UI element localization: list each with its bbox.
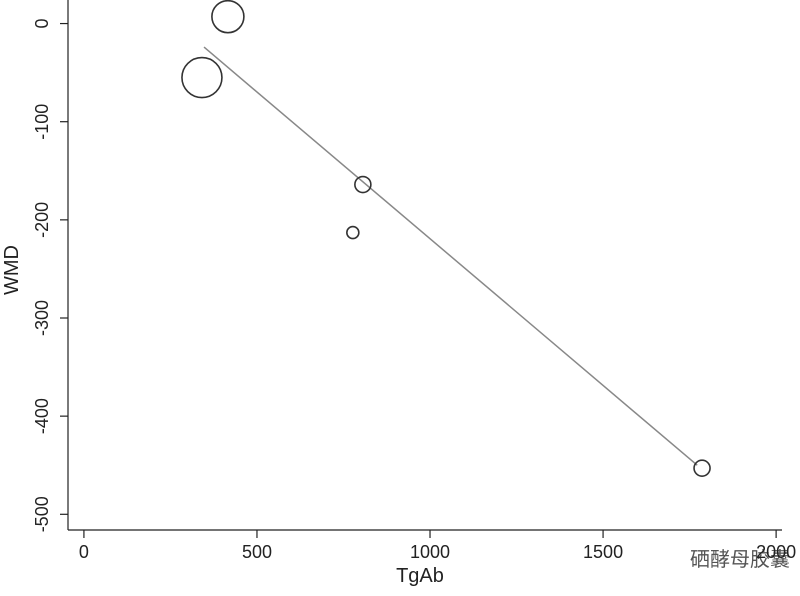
x-tick-label: 0 [79,542,89,562]
bubble [693,459,711,477]
bubble [346,225,360,240]
y-tick-label: -400 [32,398,52,434]
bubble [181,56,223,99]
bubble [354,175,372,194]
y-axis-label: WMD [1,245,23,295]
y-tick-label: -100 [32,104,52,140]
x-tick-label: 1000 [410,542,450,562]
x-tick-label: 2000 [756,542,796,562]
x-tick-label: 500 [242,542,272,562]
y-tick-label: -200 [32,202,52,238]
x-axis-label: TgAb [396,565,444,587]
y-tick-label: -500 [32,496,52,532]
watermark: 硒酵母胶囊 [690,548,790,571]
y-tick-label: -300 [32,300,52,336]
y-tick-label: 0 [32,19,52,29]
bubble [211,0,245,34]
x-tick-label: 1500 [583,542,623,562]
fit-line [203,46,698,466]
